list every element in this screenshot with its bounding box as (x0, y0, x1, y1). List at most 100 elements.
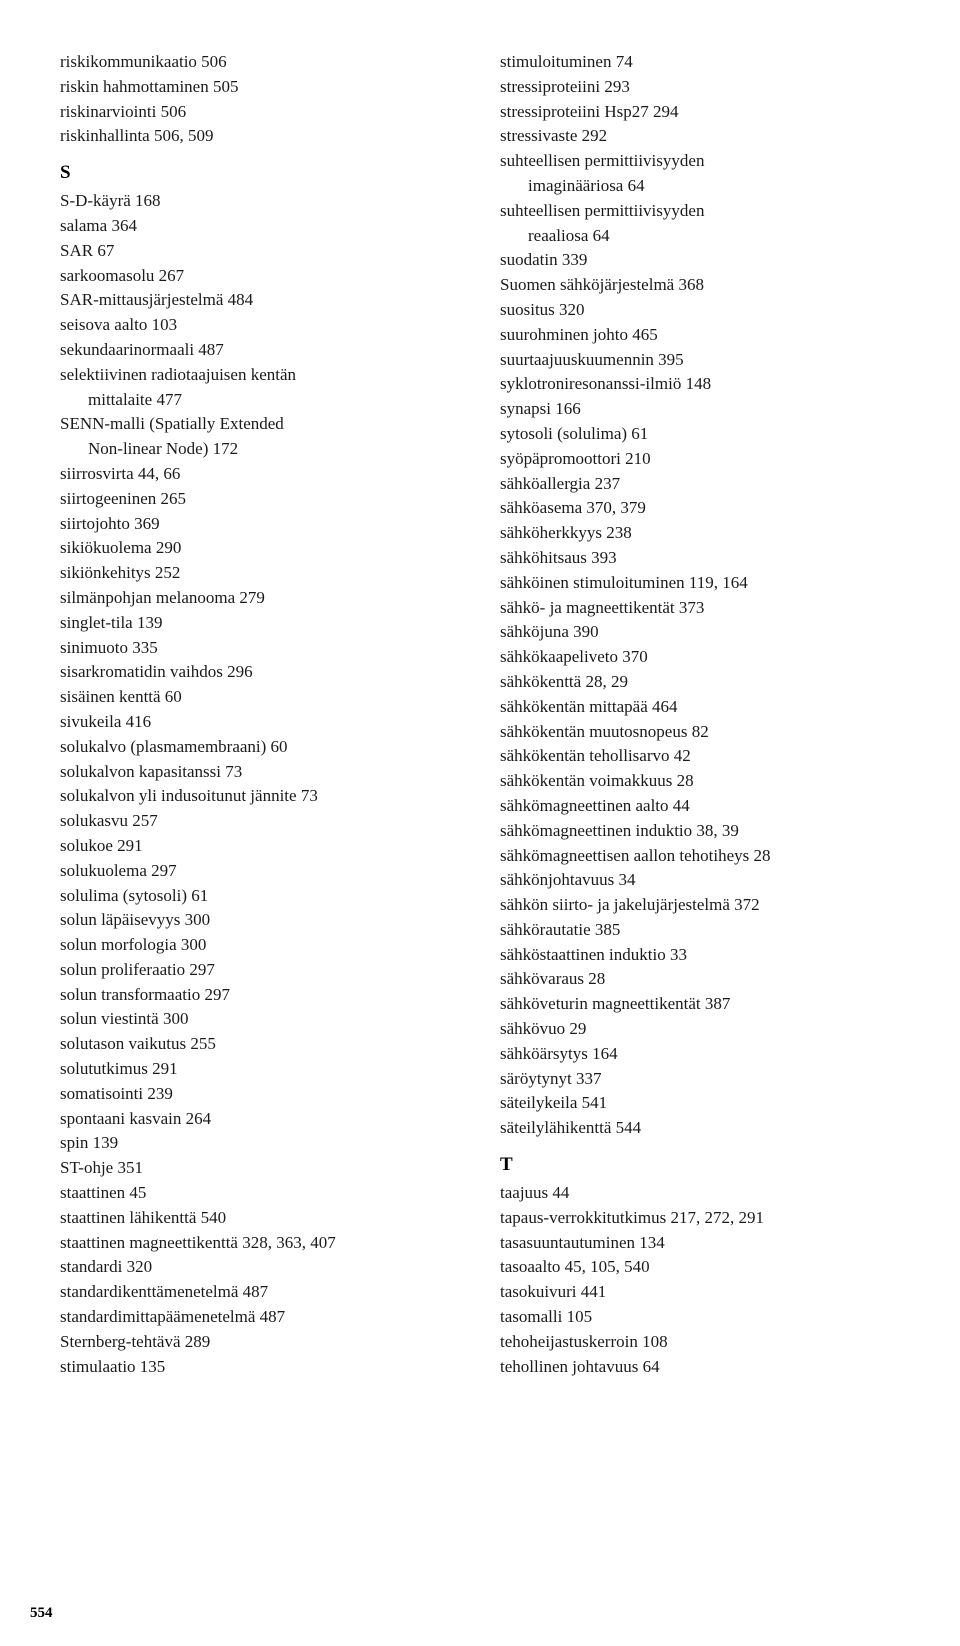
right-column: stimuloituminen 74stressiproteiini 293st… (500, 50, 900, 1379)
index-entry: stimuloituminen 74 (500, 50, 900, 74)
index-entry: solukalvon kapasitanssi 73 (60, 760, 460, 784)
index-entry: sähkömagneettinen induktio 38, 39 (500, 819, 900, 843)
index-entry: tasoaalto 45, 105, 540 (500, 1255, 900, 1279)
index-entry: SAR-mittausjärjestelmä 484 (60, 288, 460, 312)
index-entry: siirtojohto 369 (60, 512, 460, 536)
index-entry: sivukeila 416 (60, 710, 460, 734)
index-entry: solukasvu 257 (60, 809, 460, 833)
index-entry: imaginääriosa 64 (500, 174, 900, 198)
index-entry: riskikommunikaatio 506 (60, 50, 460, 74)
index-entry: solukuolema 297 (60, 859, 460, 883)
index-entry: sähkökaapeliveto 370 (500, 645, 900, 669)
index-entry: Sternberg-tehtävä 289 (60, 1330, 460, 1354)
left-column: riskikommunikaatio 506riskin hahmottamin… (60, 50, 460, 1379)
index-entry: sikiönkehitys 252 (60, 561, 460, 585)
index-entry: sähköveturin magneettikentät 387 (500, 992, 900, 1016)
index-entry: tasokuivuri 441 (500, 1280, 900, 1304)
index-entry: selektiivinen radiotaajuisen kentän (60, 363, 460, 387)
index-entry: suurtaajuuskuumennin 395 (500, 348, 900, 372)
index-entry: singlet-tila 139 (60, 611, 460, 635)
index-entry: standardimittapäämenetelmä 487 (60, 1305, 460, 1329)
index-entry: stressiproteiini Hsp27 294 (500, 100, 900, 124)
index-entry: sähköstaattinen induktio 33 (500, 943, 900, 967)
index-entry: sähkökentän tehollisarvo 42 (500, 744, 900, 768)
index-entry: S-D-käyrä 168 (60, 189, 460, 213)
index-entry: solun transformaatio 297 (60, 983, 460, 1007)
index-entry: tasomalli 105 (500, 1305, 900, 1329)
index-entry: seisova aalto 103 (60, 313, 460, 337)
index-entry: spontaani kasvain 264 (60, 1107, 460, 1131)
index-entry: sekundaarinormaali 487 (60, 338, 460, 362)
index-entry: sisarkromatidin vaihdos 296 (60, 660, 460, 684)
index-entry: tehollinen johtavuus 64 (500, 1355, 900, 1379)
section-heading: T (500, 1154, 900, 1176)
index-entry: solutason vaikutus 255 (60, 1032, 460, 1056)
index-entry: taajuus 44 (500, 1181, 900, 1205)
index-entry: sähköinen stimuloituminen 119, 164 (500, 571, 900, 595)
index-entry: sähkökentän muutosnopeus 82 (500, 720, 900, 744)
index-entry: suhteellisen permittiivisyyden (500, 149, 900, 173)
index-entry: Non-linear Node) 172 (60, 437, 460, 461)
index-entry: säteilylähikenttä 544 (500, 1116, 900, 1140)
index-entry: siirrosvirta 44, 66 (60, 462, 460, 486)
index-entry: staattinen lähikenttä 540 (60, 1206, 460, 1230)
index-entry: sähkönjohtavuus 34 (500, 868, 900, 892)
index-entry: sähköherkkyys 238 (500, 521, 900, 545)
index-entry: sähkökentän voimakkuus 28 (500, 769, 900, 793)
index-entry: stimulaatio 135 (60, 1355, 460, 1379)
index-entry: standardi 320 (60, 1255, 460, 1279)
index-entry: salama 364 (60, 214, 460, 238)
index-entry: siirtogeeninen 265 (60, 487, 460, 511)
index-entry: sähkövuo 29 (500, 1017, 900, 1041)
index-entry: somatisointi 239 (60, 1082, 460, 1106)
index-entry: sinimuoto 335 (60, 636, 460, 660)
index-entry: tasasuuntautuminen 134 (500, 1231, 900, 1255)
index-entry: suurohminen johto 465 (500, 323, 900, 347)
index-entry: sähkörautatie 385 (500, 918, 900, 942)
index-entry: staattinen magneettikenttä 328, 363, 407 (60, 1231, 460, 1255)
index-entry: solun proliferaatio 297 (60, 958, 460, 982)
index-entry: sytosoli (solulima) 61 (500, 422, 900, 446)
index-entry: synapsi 166 (500, 397, 900, 421)
index-entry: suodatin 339 (500, 248, 900, 272)
index-entry: syklotroniresonanssi-ilmiö 148 (500, 372, 900, 396)
index-entry: solukalvon yli indusoitunut jännite 73 (60, 784, 460, 808)
index-entry: riskinarviointi 506 (60, 100, 460, 124)
index-entry: sähkökentän mittapää 464 (500, 695, 900, 719)
index-entry: sähköhitsaus 393 (500, 546, 900, 570)
index-entry: staattinen 45 (60, 1181, 460, 1205)
index-entry: säteilykeila 541 (500, 1091, 900, 1115)
index-entry: sähkökenttä 28, 29 (500, 670, 900, 694)
index-entry: solulima (sytosoli) 61 (60, 884, 460, 908)
index-entry: solukoe 291 (60, 834, 460, 858)
index-columns: riskikommunikaatio 506riskin hahmottamin… (60, 50, 900, 1379)
index-entry: sähkö- ja magneettikentät 373 (500, 596, 900, 620)
section-heading: S (60, 162, 460, 184)
index-entry: spin 139 (60, 1131, 460, 1155)
index-entry: mittalaite 477 (60, 388, 460, 412)
index-entry: stressiproteiini 293 (500, 75, 900, 99)
index-entry: solututkimus 291 (60, 1057, 460, 1081)
index-entry: sisäinen kenttä 60 (60, 685, 460, 709)
index-entry: sarkoomasolu 267 (60, 264, 460, 288)
index-entry: Suomen sähköjärjestelmä 368 (500, 273, 900, 297)
index-entry: ST-ohje 351 (60, 1156, 460, 1180)
index-entry: sähkön siirto- ja jakelujärjestelmä 372 (500, 893, 900, 917)
index-entry: sähköärsytys 164 (500, 1042, 900, 1066)
index-entry: sähkövaraus 28 (500, 967, 900, 991)
index-entry: SAR 67 (60, 239, 460, 263)
index-entry: SENN-malli (Spatially Extended (60, 412, 460, 436)
index-entry: solun läpäisevyys 300 (60, 908, 460, 932)
index-entry: sähkömagneettinen aalto 44 (500, 794, 900, 818)
index-entry: silmänpohjan melanooma 279 (60, 586, 460, 610)
index-entry: solun morfologia 300 (60, 933, 460, 957)
index-entry: stressivaste 292 (500, 124, 900, 148)
index-entry: solun viestintä 300 (60, 1007, 460, 1031)
index-entry: syöpäpromoottori 210 (500, 447, 900, 471)
index-entry: sikiökuolema 290 (60, 536, 460, 560)
index-entry: riskinhallinta 506, 509 (60, 124, 460, 148)
index-entry: sähköasema 370, 379 (500, 496, 900, 520)
index-entry: standardikenttämenetelmä 487 (60, 1280, 460, 1304)
index-entry: tehoheijastuskerroin 108 (500, 1330, 900, 1354)
index-entry: reaaliosa 64 (500, 224, 900, 248)
